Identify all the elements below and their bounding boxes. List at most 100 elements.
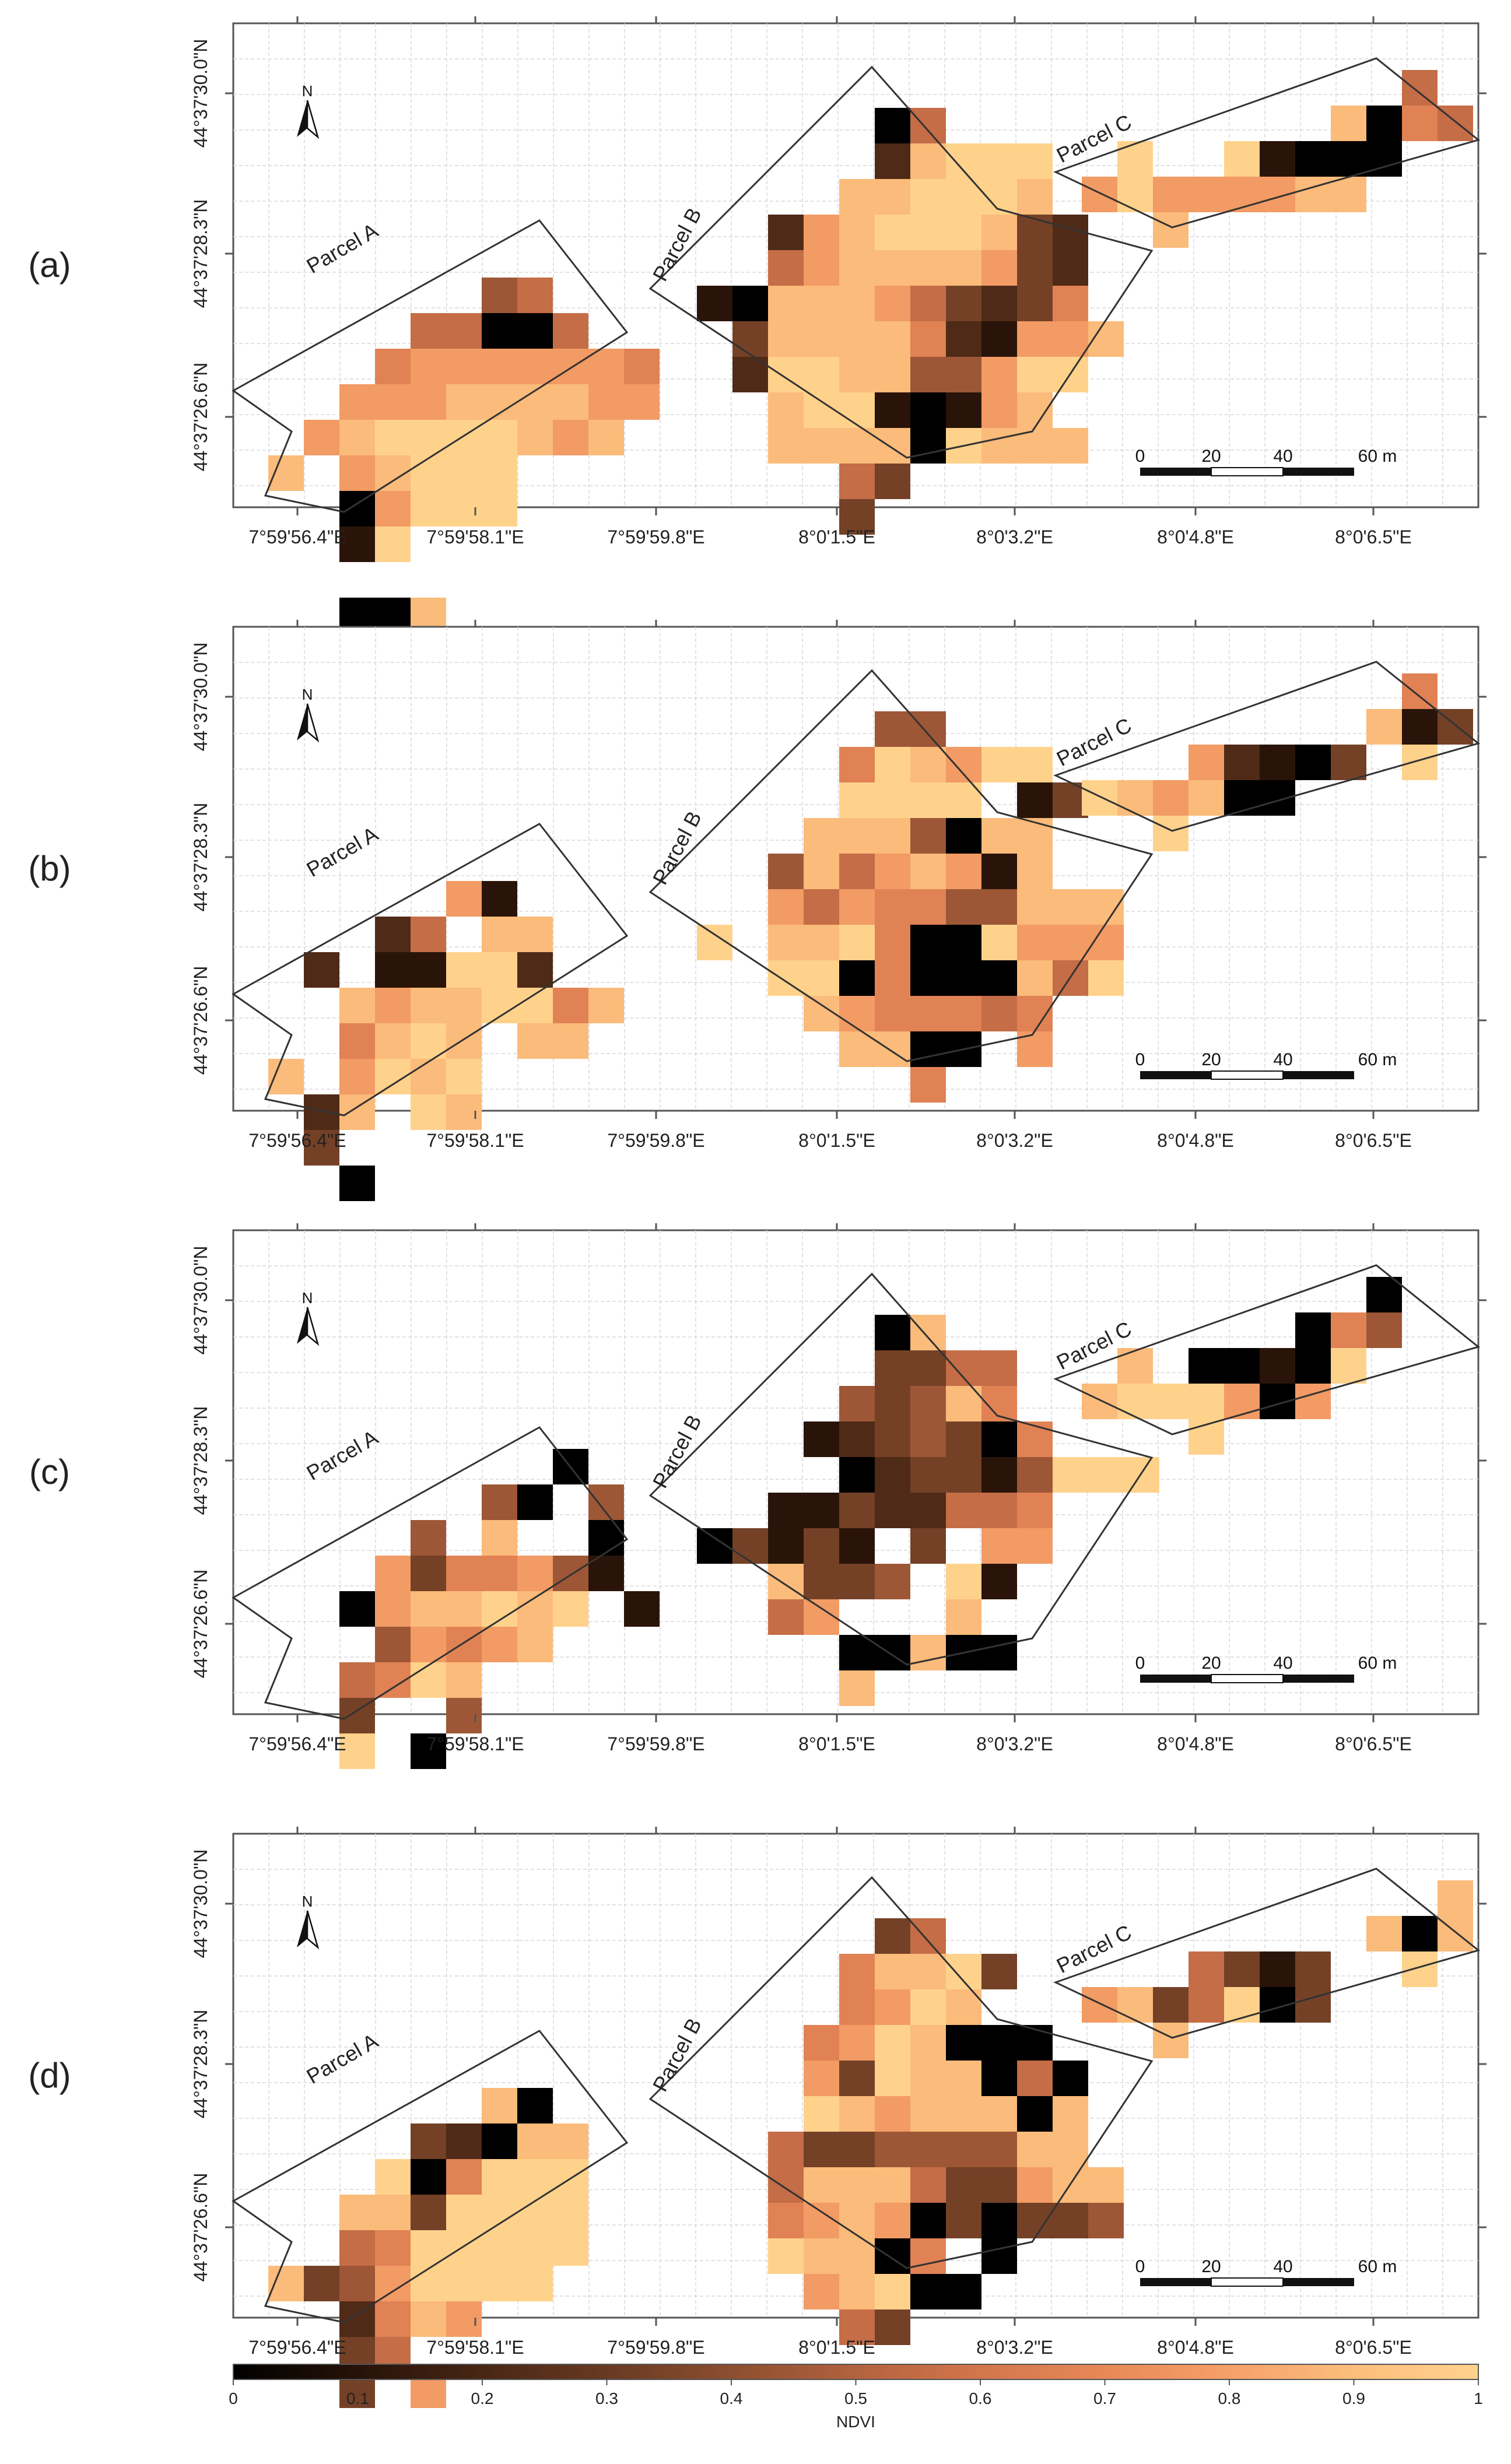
ndvi-pixel xyxy=(804,925,839,960)
ndvi-pixel xyxy=(839,179,875,215)
ndvi-pixel xyxy=(446,455,482,491)
x-tick-label: 8°0'3.2"E xyxy=(976,2337,1053,2358)
ndvi-pixel xyxy=(910,1954,946,1989)
ndvi-pixel xyxy=(1366,141,1402,177)
ndvi-pixel xyxy=(375,1023,411,1059)
ndvi-pixel xyxy=(981,2203,1017,2238)
ndvi-pixel xyxy=(875,2167,910,2203)
y-tick-label: 44°37'30.0"N xyxy=(190,39,211,148)
ndvi-pixel xyxy=(910,392,946,428)
colorbar-title: NDVI xyxy=(836,2413,875,2431)
ndvi-pixel xyxy=(1053,321,1088,357)
ndvi-pixel xyxy=(517,349,553,384)
ndvi-pixel xyxy=(839,286,875,321)
x-tick-label: 8°0'4.8"E xyxy=(1157,527,1234,547)
ndvi-pixel xyxy=(839,1031,875,1067)
ndvi-pixel xyxy=(1295,1348,1331,1384)
ndvi-pixel xyxy=(839,392,875,428)
scale-bar: 0 20 40 60 m xyxy=(1135,2257,1397,2287)
ndvi-pixel xyxy=(1153,2023,1189,2058)
ndvi-pixel xyxy=(375,952,411,988)
ndvi-pixel xyxy=(1053,889,1088,925)
ndvi-pixel xyxy=(339,2230,375,2266)
ndvi-pixel xyxy=(875,1421,910,1457)
ndvi-pixel xyxy=(411,2195,446,2230)
ndvi-pixel xyxy=(1017,143,1053,179)
ndvi-pixel xyxy=(875,2096,910,2132)
ndvi-pixel xyxy=(839,428,875,464)
ndvi-pixel xyxy=(411,988,446,1023)
ndvi-pixel xyxy=(482,952,517,988)
ndvi-pixel xyxy=(804,321,839,357)
ndvi-pixel xyxy=(411,1733,446,1769)
ndvi-pixel xyxy=(910,889,946,925)
ndvi-pixel xyxy=(1117,1384,1153,1419)
ndvi-pixel xyxy=(839,250,875,286)
ndvi-pixel xyxy=(1053,286,1088,321)
parcel-b-pixels xyxy=(697,108,1124,535)
ndvi-pixel xyxy=(875,2132,910,2167)
svg-text:N: N xyxy=(302,686,313,703)
parcel-b-outline xyxy=(648,1272,1154,1666)
ndvi-pixel xyxy=(981,889,1017,925)
colorbar-tick-label: 0.7 xyxy=(1093,2389,1116,2407)
ndvi-pixel xyxy=(804,2132,839,2167)
ndvi-pixel xyxy=(875,2238,910,2274)
scale-bar: 0 20 40 60 m xyxy=(1135,447,1397,476)
ndvi-pixel xyxy=(875,1350,910,1386)
ndvi-pixel xyxy=(946,2132,981,2167)
ndvi-pixel xyxy=(768,854,804,889)
ndvi-pixel xyxy=(339,1662,375,1698)
ndvi-pixel xyxy=(875,782,910,818)
ndvi-pixel xyxy=(1017,889,1053,925)
ndvi-pixel xyxy=(804,357,839,392)
ndvi-pixel xyxy=(1153,816,1189,851)
ndvi-pixel xyxy=(517,2230,553,2266)
y-tick-label: 44°37'30.0"N xyxy=(190,1246,211,1355)
ndvi-pixel xyxy=(446,1591,482,1627)
ndvi-pixel xyxy=(875,2274,910,2309)
ndvi-pixel xyxy=(339,1166,375,1201)
x-tick-label: 7°59'59.8"E xyxy=(607,527,704,547)
ndvi-pixel xyxy=(875,179,910,215)
ndvi-pixel xyxy=(804,215,839,250)
ndvi-pixel xyxy=(768,2203,804,2238)
ndvi-pixel xyxy=(446,2159,482,2195)
ndvi-pixel xyxy=(1402,1916,1438,1951)
ndvi-pixel xyxy=(981,2132,1017,2167)
ndvi-pixel xyxy=(517,1627,553,1662)
ndvi-pixel xyxy=(1295,1987,1331,2023)
ndvi-pixel xyxy=(875,854,910,889)
colorbar-tick-label: 0.1 xyxy=(346,2389,369,2407)
x-tick-label: 7°59'56.4"E xyxy=(248,2337,346,2358)
ndvi-pixel xyxy=(1117,1987,1153,2023)
ndvi-pixel xyxy=(804,2096,839,2132)
ndvi-pixel xyxy=(1224,1987,1260,2023)
ndvi-pixel xyxy=(1017,1528,1053,1564)
ndvi-pixel xyxy=(946,925,981,960)
scale-tick-label: 20 xyxy=(1201,1050,1221,1069)
ndvi-pixel xyxy=(839,747,875,782)
ndvi-pixel xyxy=(910,2238,946,2274)
ndvi-pixel xyxy=(910,2132,946,2167)
ndvi-pixel xyxy=(910,2167,946,2203)
ndvi-pixel xyxy=(482,917,517,952)
ndvi-pixel xyxy=(1224,1951,1260,1987)
ndvi-pixel xyxy=(981,996,1017,1031)
ndvi-pixel xyxy=(768,2238,804,2274)
ndvi-pixel xyxy=(981,747,1017,782)
ndvi-pixel xyxy=(1402,70,1438,106)
ndvi-pixel xyxy=(517,952,553,988)
ndvi-pixel xyxy=(1402,673,1438,709)
ndvi-pixel xyxy=(1088,960,1124,996)
ndvi-pixel xyxy=(339,2266,375,2301)
ndvi-pixel xyxy=(482,1520,517,1556)
x-tick-label: 8°0'4.8"E xyxy=(1157,1130,1234,1151)
ndvi-pixel xyxy=(482,313,517,349)
ndvi-pixel xyxy=(1402,709,1438,745)
x-tick-label: 8°0'3.2"E xyxy=(976,1130,1053,1151)
ndvi-pixel xyxy=(1117,141,1153,177)
ndvi-pixel xyxy=(910,1528,946,1564)
ndvi-pixel xyxy=(446,1094,482,1130)
